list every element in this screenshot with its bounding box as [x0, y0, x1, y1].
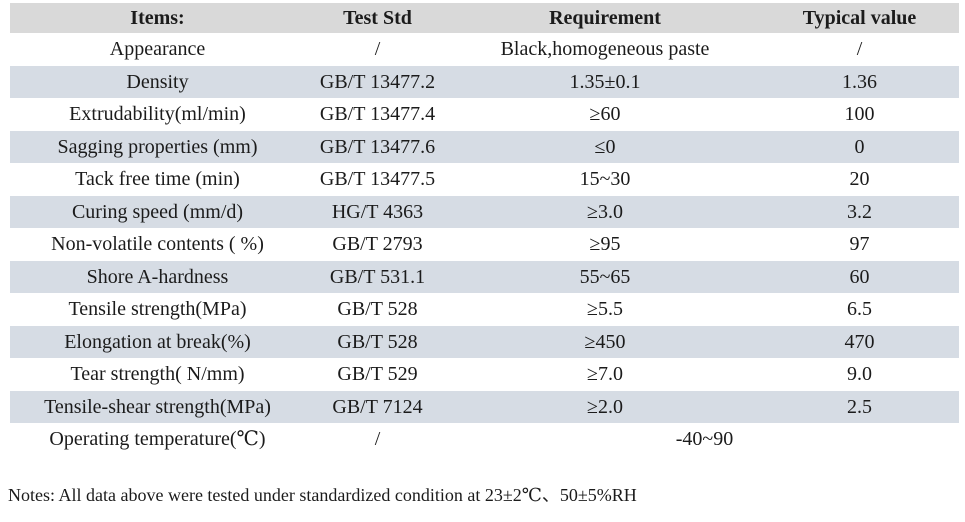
test-std-cell: GB/T 2793 [332, 233, 423, 256]
requirement-cell: ≥3.0 [587, 200, 623, 223]
col-header-items: Items: [130, 7, 185, 29]
spec-table-body: Appearance / Black,homogeneous paste / Densi… [10, 33, 959, 456]
test-std-cell: GB/T 528 [337, 330, 418, 353]
table-row: Extrudability(ml/min) GB/T 13477.4 ≥60 100 [10, 98, 959, 131]
typical-value-cell: 1.36 [842, 70, 877, 93]
typical-value-cell: 470 [844, 330, 875, 353]
item-cell: Tensile strength(MPa) [68, 298, 247, 321]
test-std-cell: / [374, 38, 381, 61]
table-row: Tensile-shear strength(MPa) GB/T 7124 ≥2.0… [10, 390, 959, 423]
requirement-cell: ≥450 [584, 330, 626, 353]
item-cell: Appearance [109, 38, 206, 61]
table-row: Sagging properties (mm) GB/T 13477.6 ≤0 0 [10, 130, 959, 163]
item-cell: Elongation at break(%) [64, 330, 251, 353]
typical-value-cell: 60 [849, 265, 870, 288]
table-row: Appearance / Black,homogeneous paste / [10, 33, 959, 66]
col-header-typical-value: Typical value [802, 7, 917, 29]
item-cell: Sagging properties (mm) [57, 135, 258, 158]
requirement-cell: ≤0 [594, 135, 616, 158]
table-row: Tack free time (min) GB/T 13477.5 15~30 20 [10, 163, 959, 196]
test-std-cell: GB/T 13477.5 [319, 168, 436, 191]
item-cell: Operating temperature(℃) [49, 428, 266, 451]
table-row: Tensile strength(MPa) GB/T 528 ≥5.5 6.5 [10, 293, 959, 326]
requirement-cell: ≥60 [589, 103, 621, 126]
item-cell: Shore A-hardness [86, 265, 229, 288]
requirement-cell: 1.35±0.1 [569, 70, 641, 93]
table-row: Non-volatile contents ( %) GB/T 2793 ≥95 97 [10, 228, 959, 261]
typical-value-cell: 2.5 [847, 395, 872, 418]
test-std-cell: / [374, 428, 381, 451]
header-row: Items: Test Std Requirement Typical valu… [10, 3, 959, 33]
col-header-requirement: Requirement [549, 7, 661, 29]
test-std-cell: GB/T 13477.4 [319, 103, 436, 126]
typical-value-cell: 100 [844, 103, 875, 126]
test-std-cell: GB/T 529 [337, 363, 418, 386]
spec-table: Items: Test Std Requirement Typical valu… [10, 3, 959, 456]
test-std-cell: GB/T 531.1 [329, 265, 426, 288]
typical-value-cell: 3.2 [847, 200, 872, 223]
table-row: Elongation at break(%) GB/T 528 ≥450 470 [10, 325, 959, 358]
item-cell: Density [126, 70, 189, 93]
requirement-cell: ≥95 [589, 233, 621, 256]
table-row: Tear strength( N/mm) GB/T 529 ≥7.0 9.0 [10, 358, 959, 391]
item-cell: Tear strength( N/mm) [70, 363, 245, 386]
test-std-cell: HG/T 4363 [331, 200, 424, 223]
item-cell: Tensile-shear strength(MPa) [44, 395, 271, 418]
typical-value-cell: 9.0 [847, 363, 872, 386]
table-row: Curing speed (mm/d) HG/T 4363 ≥3.0 3.2 [10, 195, 959, 228]
item-cell: Curing speed (mm/d) [71, 200, 244, 223]
typical-value-cell: 20 [849, 168, 870, 191]
table-row: Shore A-hardness GB/T 531.1 55~65 60 [10, 260, 959, 293]
table-row: Density GB/T 13477.2 1.35±0.1 1.36 [10, 65, 959, 98]
notes-text: Notes: All data above were tested under … [8, 485, 637, 505]
requirement-cell: ≥5.5 [587, 298, 623, 321]
typical-value-cell: 97 [849, 233, 870, 256]
requirement-span-cell: -40~90 [675, 428, 734, 451]
item-cell: Extrudability(ml/min) [69, 103, 246, 126]
requirement-cell: ≥2.0 [587, 395, 623, 418]
test-std-cell: GB/T 13477.6 [319, 135, 436, 158]
requirement-cell: 55~65 [579, 265, 631, 288]
typical-value-cell: 6.5 [847, 298, 872, 321]
requirement-cell: ≥7.0 [587, 363, 623, 386]
col-header-test-std: Test Std [343, 7, 412, 29]
item-cell: Non-volatile contents ( %) [51, 233, 264, 256]
requirement-cell: 15~30 [579, 168, 631, 191]
test-std-cell: GB/T 13477.2 [319, 70, 436, 93]
table-row: Operating temperature(℃) / -40~90 [10, 423, 959, 456]
test-std-cell: GB/T 7124 [332, 395, 423, 418]
typical-value-cell: 0 [854, 135, 865, 158]
item-cell: Tack free time (min) [75, 168, 240, 191]
typical-value-cell: / [856, 38, 863, 61]
requirement-cell: Black,homogeneous paste [500, 38, 710, 61]
test-std-cell: GB/T 528 [337, 298, 418, 321]
